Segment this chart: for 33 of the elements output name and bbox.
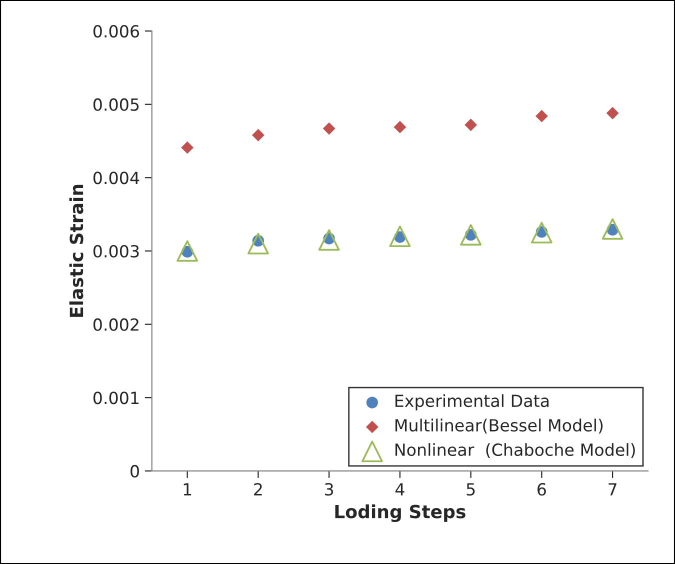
point — [606, 106, 619, 120]
point — [394, 120, 406, 134]
y-tick-label: 0.002 — [93, 318, 138, 331]
x-tick-label: 1 — [184, 483, 192, 496]
point — [460, 224, 482, 246]
x-tick-label: 7 — [608, 483, 616, 496]
point — [252, 128, 264, 142]
point — [535, 110, 548, 122]
y-tick-label: 0.001 — [93, 392, 139, 404]
y-axis-title: Elastic Strain — [69, 184, 84, 317]
legend-label: Multilinear(Bessel Model) — [395, 418, 603, 434]
point — [389, 226, 411, 248]
y-tick-label: 0.005 — [93, 98, 139, 111]
y-tick-label: 0.004 — [93, 172, 140, 184]
point — [602, 218, 624, 240]
x-tick-label: 2 — [254, 483, 262, 496]
legend-label: Experimental Data — [395, 394, 549, 410]
y-tick-label: 0.003 — [93, 244, 139, 258]
point — [247, 232, 269, 254]
x-tick-label: 5 — [466, 483, 475, 496]
point — [176, 240, 198, 262]
point — [530, 222, 552, 244]
point — [181, 141, 194, 154]
y-tick-label: 0.006 — [93, 24, 140, 38]
y-tick-label: 0 — [130, 464, 139, 478]
point — [318, 229, 340, 251]
point — [464, 118, 478, 132]
x-tick-label: 3 — [325, 483, 334, 496]
legend-label: Nonlinear (Chaboche Model) — [395, 443, 635, 458]
x-axis-title: Loding Steps — [335, 504, 466, 522]
x-tick-label: 6 — [538, 483, 546, 496]
x-tick-label: 4 — [395, 483, 404, 496]
point — [322, 122, 336, 135]
